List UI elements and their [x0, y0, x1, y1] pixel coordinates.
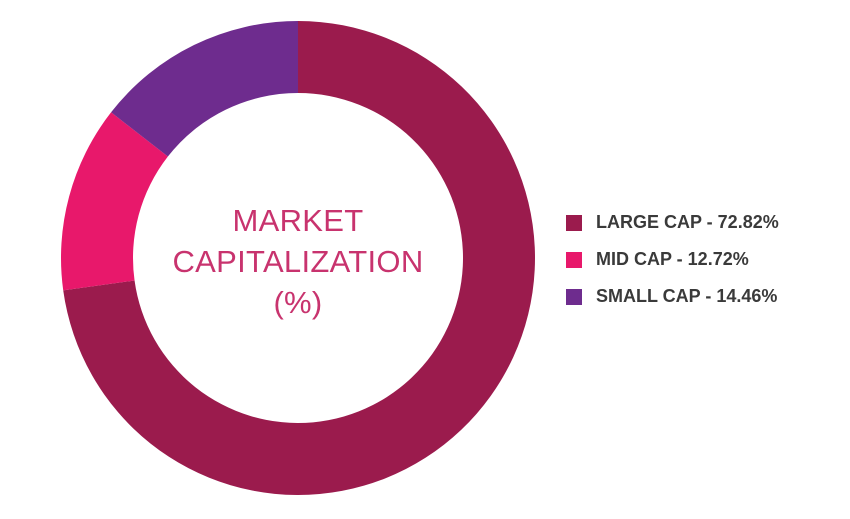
legend-item-large-cap: LARGE CAP - 72.82%	[566, 204, 779, 241]
donut-slice-large-cap	[63, 21, 536, 495]
legend-item-mid-cap: MID CAP - 12.72%	[566, 241, 779, 278]
donut-slices	[60, 21, 536, 495]
legend-swatch-mid-cap	[566, 251, 582, 268]
legend-swatch-small-cap	[566, 288, 582, 305]
legend-label-small-cap: SMALL CAP - 14.46%	[596, 286, 778, 306]
chart-center-title: MARKET CAPITALIZATION (%)	[150, 200, 446, 323]
legend-label-mid-cap: MID CAP - 12.72%	[596, 249, 749, 269]
legend-label-large-cap: LARGE CAP - 72.82%	[596, 212, 779, 232]
donut-slice-small-cap	[111, 21, 298, 157]
chart-title-line-1: MARKET	[232, 203, 364, 238]
donut-slice-mid-cap	[60, 112, 168, 291]
legend-item-small-cap: SMALL CAP - 14.46%	[566, 278, 779, 315]
chart-title-line-2: CAPITALIZATION	[172, 244, 424, 279]
legend-swatch-large-cap	[566, 214, 582, 231]
chart-title-line-3: (%)	[273, 285, 323, 320]
chart-legend: LARGE CAP - 72.82% MID CAP - 12.72% SMAL…	[566, 204, 779, 315]
